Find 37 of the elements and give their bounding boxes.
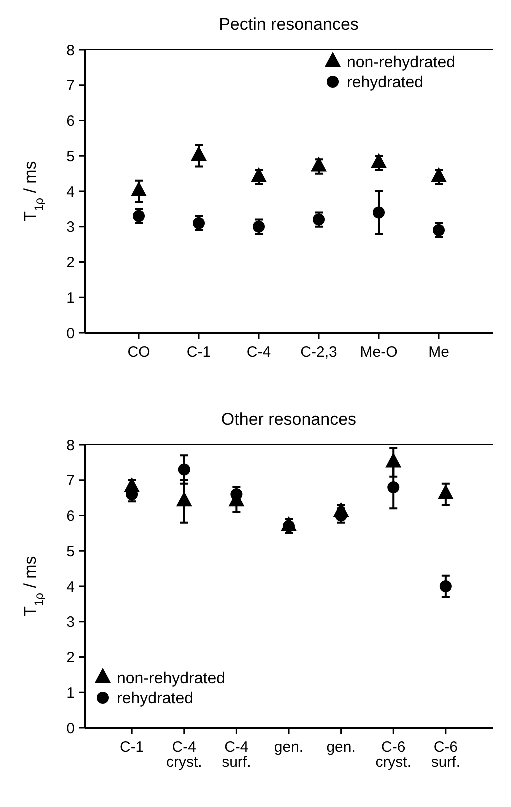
x-tick-label: C-6 cryst. — [376, 739, 412, 771]
x-tick-label: Me — [428, 344, 450, 361]
legend-label: non-rehydrated — [117, 670, 226, 688]
x-tick-label: C-1 — [186, 344, 212, 361]
y-tick-label: 8 — [66, 437, 75, 454]
x-tick-label: Me-O — [360, 344, 398, 361]
x-tick-label: C-1 — [120, 739, 144, 756]
chart-title: Pectin resonances — [219, 15, 359, 34]
y-tick-label: 4 — [66, 184, 75, 201]
y-tick-label: 5 — [66, 148, 75, 166]
y-tick-label: 3 — [66, 219, 75, 236]
x-tick-label: C-4 — [246, 344, 272, 361]
y-tick-label: 7 — [66, 78, 75, 95]
legend-label: rehydrated — [117, 690, 194, 708]
y-tick-label: 2 — [66, 254, 75, 272]
legend-label: non-rehydrated — [347, 54, 456, 72]
x-tick-label: C-4 cryst. — [166, 739, 202, 771]
y-tick-label: 1 — [66, 290, 75, 307]
y-tick-label: 8 — [66, 42, 75, 60]
y-tick-label: 7 — [66, 472, 75, 490]
y-tick-label: 0 — [66, 325, 75, 342]
y-tick-label: 6 — [66, 508, 75, 525]
legend-label: rehydrated — [347, 74, 424, 92]
y-tick-label: 0 — [66, 720, 75, 738]
x-tick-label: gen. — [274, 739, 304, 756]
x-tick-label: C-4 surf. — [222, 739, 252, 771]
y-tick-label: 1 — [66, 684, 75, 702]
y-tick-label: 5 — [66, 543, 75, 560]
chart-title: Other resonances — [221, 410, 357, 429]
x-tick-label: CO — [128, 344, 150, 361]
x-tick-label: gen. — [326, 739, 356, 756]
y-tick-label: 6 — [66, 113, 75, 130]
x-tick-label: C-2,3 — [300, 344, 338, 361]
y-tick-label: 2 — [66, 650, 75, 666]
y-tick-label: 4 — [66, 578, 75, 596]
y-tick-label: 3 — [66, 614, 75, 632]
x-tick-label: C-6 surf. — [431, 739, 461, 771]
